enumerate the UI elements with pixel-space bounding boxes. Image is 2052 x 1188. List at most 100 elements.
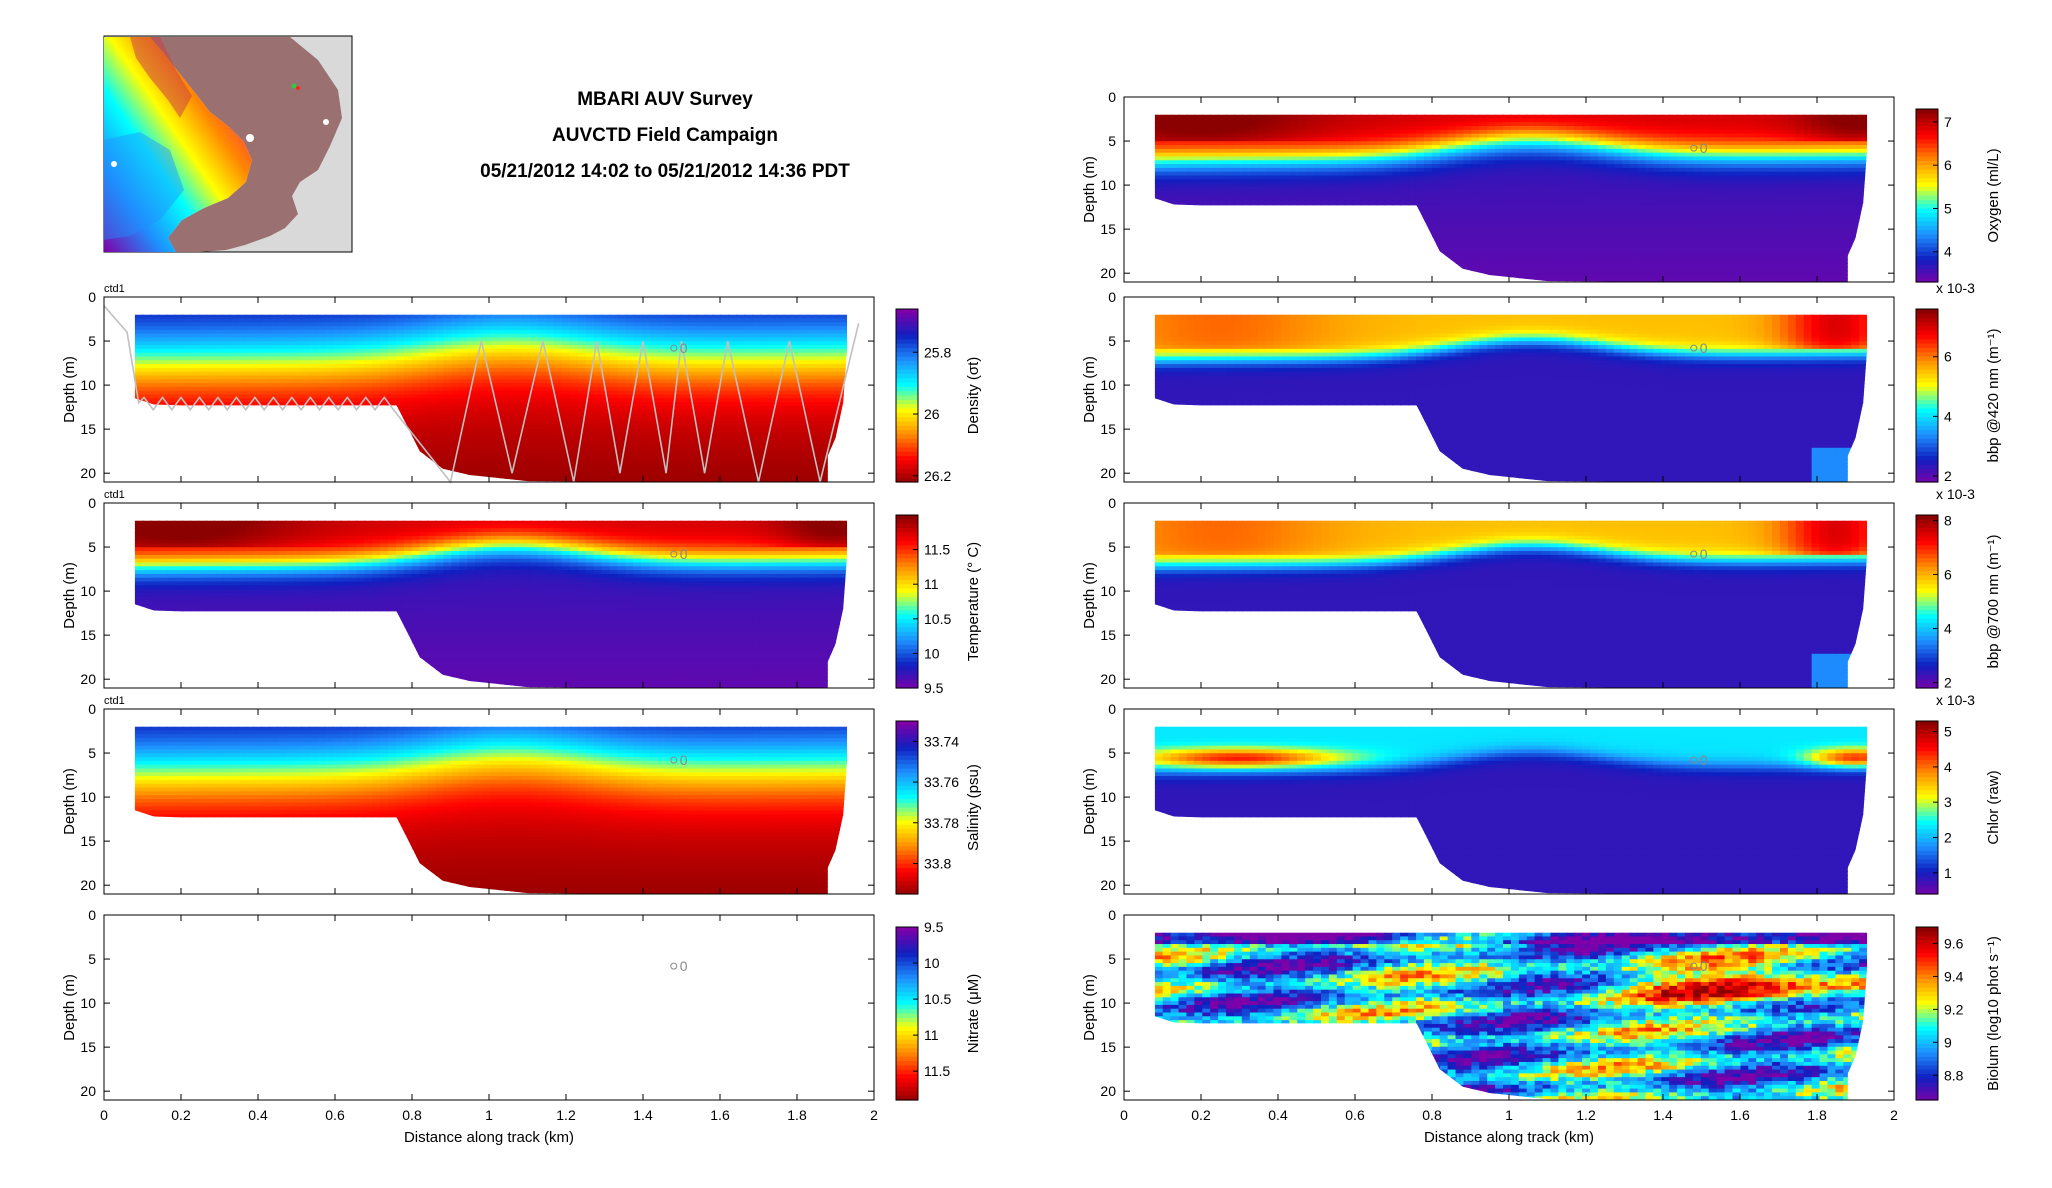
x-tick-label: 1.8 xyxy=(1807,1107,1827,1123)
mooring-marker xyxy=(670,962,678,970)
y-tick-label: 0 xyxy=(1108,495,1116,511)
colorbar-frame xyxy=(895,720,919,895)
salinity-field xyxy=(134,726,848,894)
x-tick-label: 0.8 xyxy=(1422,1107,1442,1123)
map-auv-end-marker xyxy=(296,86,300,90)
x-tick-label: 1.2 xyxy=(1576,1107,1596,1123)
colorbar-frame xyxy=(895,514,919,689)
y-tick-label: 0 xyxy=(88,495,96,511)
y-tick-label: 15 xyxy=(80,627,96,643)
y-tick-label: 15 xyxy=(1100,833,1116,849)
x-tick-label: 0.4 xyxy=(1268,1107,1288,1123)
mooring-marker-label: 0 xyxy=(680,752,688,768)
mooring-marker-label: 0 xyxy=(1700,546,1708,562)
colorbar-frame xyxy=(1915,926,1939,1101)
y-tick-label: 20 xyxy=(1100,265,1116,281)
colorbar-tick-label: 2 xyxy=(1944,830,1952,846)
colorbar-exponent: x 10-3 xyxy=(1936,692,1975,708)
y-tick-label: 20 xyxy=(1100,1083,1116,1099)
y-tick-label: 5 xyxy=(88,333,96,349)
mooring-marker xyxy=(1690,962,1698,970)
x-tick-label: 0 xyxy=(100,1107,108,1123)
location-map xyxy=(103,35,353,253)
colorbar-tick-label: 11.5 xyxy=(924,1063,950,1079)
colorbar-tick-label: 8 xyxy=(1944,512,1952,528)
y-tick-label: 20 xyxy=(1100,877,1116,893)
auv-track-line xyxy=(103,305,860,484)
panel-density: 0 ctd1 0 5 10 15 20 Depth (m) 25.8 26 26.2 Density … xyxy=(61,283,982,484)
y-tick-label: 5 xyxy=(1108,133,1116,149)
y-axis-label: Depth (m) xyxy=(61,974,78,1041)
panel-tag: ctd1 xyxy=(104,695,125,707)
colorbar: 9.5 10 10.5 11 11.5 Nitrate (μM) xyxy=(895,919,982,1101)
map-land-ridge xyxy=(130,37,192,118)
panel-chlor: 0 0 5 10 15 20 Depth (m) 1 2 3 4 5 x 10-3 Chlor (raw) xyxy=(1081,692,2002,895)
title-line-1: MBARI AUV Survey xyxy=(577,89,753,110)
colorbar-tick-label: 33.76 xyxy=(924,774,959,790)
colorbar-tick-label: 2 xyxy=(1944,468,1952,484)
colorbar-tick-label: 33.78 xyxy=(924,815,959,831)
mooring-marker-label: 0 xyxy=(680,340,688,356)
colorbar-tick-label: 6 xyxy=(1944,157,1952,173)
biolum-field xyxy=(1154,932,1868,1100)
mooring-marker-label: 0 xyxy=(1700,958,1708,974)
y-tick-label: 0 xyxy=(1108,89,1116,105)
y-axis-label: Depth (m) xyxy=(1081,562,1098,629)
temperature-field xyxy=(134,520,848,688)
colorbar-label: bbp @420 nm (m⁻¹) xyxy=(1985,328,2002,462)
y-tick-label: 15 xyxy=(1100,221,1116,237)
y-tick-label: 20 xyxy=(1100,465,1116,481)
y-tick-label: 20 xyxy=(1100,671,1116,687)
x-tick-label: 1.4 xyxy=(633,1107,653,1123)
panel-temperature: 0 ctd1 0 5 10 15 20 Depth (m) 9.5 10 10.5 11 11.5 Tem… xyxy=(61,489,982,696)
colorbar: 1 2 3 4 5 x 10-3 Chlor (raw) xyxy=(1915,692,2002,895)
colorbar-tick-label: 4 xyxy=(1944,621,1952,637)
mooring-marker xyxy=(1690,344,1698,352)
y-tick-label: 10 xyxy=(80,995,96,1011)
colorbar-tick-label: 25.8 xyxy=(924,344,951,360)
x-tick-label: 0.6 xyxy=(325,1107,345,1123)
colorbar-tick-label: 4 xyxy=(1944,408,1952,424)
colorbar-label: Oxygen (ml/L) xyxy=(1985,148,2002,242)
colorbar-tick-label: 9.6 xyxy=(1944,935,1964,951)
x-axis-label: Distance along track (km) xyxy=(1424,1129,1594,1146)
y-tick-label: 5 xyxy=(88,539,96,555)
map-land-valley xyxy=(104,132,184,240)
colorbar-tick-label: 9 xyxy=(1944,1034,1952,1050)
x-tick-label: 1 xyxy=(1505,1107,1513,1123)
colorbar: 2 4 6 8 x 10-3 bbp @700 nm (m⁻¹) xyxy=(1915,486,2002,691)
colorbar: 9.5 10 10.5 11 11.5 Temperature (° C) xyxy=(895,514,982,696)
colorbar-tick-label: 11.5 xyxy=(924,542,950,558)
map-site-marker xyxy=(246,134,254,142)
mooring-marker xyxy=(1690,550,1698,558)
y-tick-label: 20 xyxy=(80,465,96,481)
colorbar-tick-label: 26 xyxy=(924,406,940,422)
y-tick-label: 10 xyxy=(1100,177,1116,193)
colorbar-frame xyxy=(895,308,919,483)
colorbar-tick-label: 5 xyxy=(1944,200,1952,216)
plot-frame xyxy=(103,914,875,1101)
y-tick-label: 10 xyxy=(80,789,96,805)
panel-tag: ctd1 xyxy=(104,283,125,295)
colorbar-tick-label: 2 xyxy=(1944,675,1952,691)
colorbar-label: Density (σt) xyxy=(965,357,982,435)
x-tick-label: 0 xyxy=(1120,1107,1128,1123)
y-tick-label: 20 xyxy=(80,671,96,687)
mooring-marker-label: 0 xyxy=(1700,340,1708,356)
x-tick-label: 0.6 xyxy=(1345,1107,1365,1123)
x-tick-label: 2 xyxy=(1890,1107,1898,1123)
y-tick-label: 0 xyxy=(88,701,96,717)
y-axis-label: Depth (m) xyxy=(1081,156,1098,223)
x-tick-label: 1.8 xyxy=(787,1107,807,1123)
y-tick-label: 10 xyxy=(80,583,96,599)
map-site-marker xyxy=(111,161,117,167)
y-tick-label: 15 xyxy=(80,421,96,437)
y-tick-label: 20 xyxy=(80,877,96,893)
mooring-marker xyxy=(670,756,678,764)
colorbar-tick-label: 11 xyxy=(924,1027,939,1043)
colorbar-frame xyxy=(1915,720,1939,895)
mooring-marker-label: 0 xyxy=(1700,752,1708,768)
